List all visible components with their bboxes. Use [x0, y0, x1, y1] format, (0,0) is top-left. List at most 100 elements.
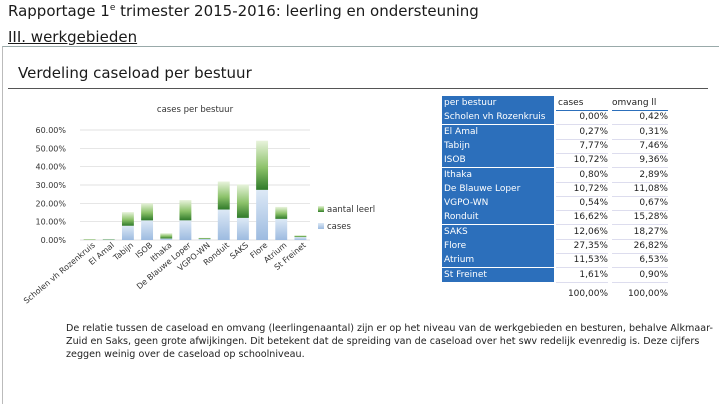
explanation-note: De relatie tussen de caseload en omvang …: [66, 323, 713, 360]
table-cell: 100,00%: [627, 288, 668, 299]
bar-aantal-leerl: [121, 212, 134, 226]
y-tick-label: 20.00%: [35, 199, 66, 208]
table-cell: 18,27%: [612, 225, 668, 240]
table-cell: 15,28%: [612, 210, 668, 226]
bar-aantal-leerl: [83, 239, 96, 240]
bar-aantal-leerl: [236, 184, 249, 218]
table-row: 100,00% 100,00%: [440, 287, 712, 301]
bar-aantal-leerl: [275, 206, 288, 219]
table-cell: 26,82%: [612, 239, 668, 254]
table-row: Ronduit 16,62% 15,28%: [440, 210, 712, 226]
table-cell: 0,80%: [556, 168, 608, 183]
table-row: Tabijn 7,77% 7,46%: [440, 138, 712, 154]
table-cell: Tabijn: [442, 138, 554, 153]
table-cell: Flore: [442, 239, 554, 253]
table-cell: 12,06%: [556, 225, 608, 240]
legend: aantal leerl cases: [318, 205, 375, 232]
y-tick-label: 60.00%: [35, 126, 66, 135]
bar-cases: [179, 220, 192, 240]
bar-aantal-leerl: [294, 235, 307, 238]
bar-cases: [275, 218, 288, 240]
table-cell: 7,46%: [612, 139, 668, 154]
legend-swatch: [318, 206, 324, 212]
table-cell: Scholen vh Rozenkruis: [442, 110, 554, 125]
y-tick-label: 50.00%: [35, 144, 66, 153]
table-cell: Ithaka: [442, 167, 554, 182]
table-row: ISOB 10,72% 9,36%: [440, 153, 712, 169]
bar-aantal-leerl: [102, 238, 115, 240]
table-row: Flore 27,35% 26,82%: [440, 239, 712, 254]
table-cell: 11,08%: [612, 182, 668, 197]
y-tick-label: 30.00%: [35, 181, 66, 190]
table-cell: 10,72%: [556, 153, 608, 169]
table-cell: 27,35%: [556, 239, 608, 254]
legend-label: aantal leerl: [327, 205, 375, 215]
table-header-row: per bestuur cases omvang ll: [440, 96, 712, 111]
title-divider: [8, 88, 708, 89]
caseload-chart: cases per bestuur 0.00% 10.00% 20.00% 30.00…: [22, 105, 375, 306]
page-title: Rapportage 1e trimester 2015-2016: leerl…: [8, 2, 479, 20]
bar-cases: [121, 225, 134, 240]
table-row: SAKS 12,06% 18,27%: [440, 224, 712, 240]
table-cell: 0,42%: [612, 110, 668, 126]
table-cell: 6,53%: [612, 253, 668, 269]
table-cell: 0,31%: [612, 125, 668, 140]
table-cell: Ronduit: [442, 210, 554, 225]
legend-swatch: [318, 223, 324, 229]
table-cell: 0,67%: [612, 196, 668, 212]
table-row: VGPO-WN 0,54% 0,67%: [440, 196, 712, 212]
table-cell: 2,89%: [612, 168, 668, 183]
table-cell: Atrium: [442, 253, 554, 268]
table-cell: 0,00%: [556, 110, 608, 126]
bar-cases: [160, 238, 173, 240]
page-subtitle: III. werkgebieden: [8, 28, 138, 46]
y-tick-label: 40.00%: [35, 163, 66, 172]
x-tick-label: Scholen vh Rozenkruis: [22, 241, 97, 306]
table-cell: 100,00%: [567, 288, 608, 299]
bar-aantal-leerl: [256, 140, 269, 190]
table-cell: 7,77%: [556, 139, 608, 154]
bar-aantal-leerl: [160, 233, 173, 239]
table-row: St Freinet 1,61% 0,90%: [440, 267, 712, 283]
table-cell: VGPO-WN: [442, 196, 554, 211]
table-row: Scholen vh Rozenkruis 0,00% 0,42%: [440, 110, 712, 126]
legend-label: cases: [327, 222, 352, 232]
table-cell: cases: [556, 96, 608, 111]
table-cell: 1,61%: [556, 268, 608, 283]
table-row: El Amal 0,27% 0,31%: [440, 124, 712, 140]
table-row: Atrium 11,53% 6,53%: [440, 253, 712, 269]
table-cell: ISOB: [442, 153, 554, 168]
table-row: De Blauwe Loper 10,72% 11,08%: [440, 181, 712, 197]
x-tick-label: Tabijn: [111, 241, 135, 263]
x-tick-label: SAKS: [228, 241, 250, 261]
bar-cases: [256, 189, 269, 240]
table-cell: omvang ll: [612, 96, 668, 111]
bar-cases: [141, 220, 154, 240]
table-cell: per bestuur: [442, 96, 554, 110]
table-row: Ithaka 0,80% 2,89%: [440, 167, 712, 183]
bars: [83, 140, 307, 240]
table-cell: De Blauwe Loper: [442, 181, 554, 196]
bar-aantal-leerl: [198, 237, 211, 240]
table-cell: 9,36%: [612, 153, 668, 169]
table-cell: 10,72%: [556, 182, 608, 197]
bar-cases: [217, 209, 230, 240]
table-cell: 11,53%: [556, 253, 608, 269]
chart-title: cases per bestuur: [157, 105, 234, 115]
table-cell: SAKS: [442, 224, 554, 239]
table-cell: 0,90%: [612, 268, 668, 283]
y-axis: 0.00% 10.00% 20.00% 30.00% 40.00% 50.00% 60.00…: [35, 126, 310, 245]
panel-title: Verdeling caseload per bestuur: [18, 64, 252, 82]
bar-aantal-leerl: [217, 181, 230, 210]
table-cell: 16,62%: [556, 210, 608, 226]
table-cell: El Amal: [442, 124, 554, 139]
table-cell: 0,54%: [556, 196, 608, 212]
bar-cases: [236, 217, 249, 240]
table-cell: St Freinet: [442, 267, 554, 282]
bar-aantal-leerl: [179, 200, 192, 221]
bar-cases: [294, 237, 307, 240]
bar-cases: [198, 239, 211, 240]
y-tick-label: 10.00%: [35, 218, 66, 227]
bar-aantal-leerl: [141, 203, 154, 221]
